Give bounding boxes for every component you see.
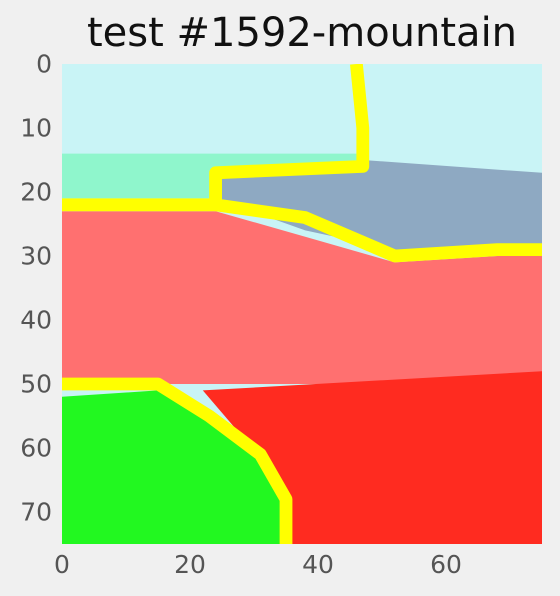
x-tick-label: 40 — [302, 550, 334, 579]
boundary-line — [62, 377, 293, 544]
y-tick-label: 30 — [20, 241, 52, 271]
heatmap-plot-area — [62, 64, 542, 544]
y-tick-label: 20 — [20, 177, 52, 207]
region-mid-slope — [62, 211, 542, 397]
x-tick-label: 0 — [54, 550, 70, 579]
y-tick-label: 50 — [20, 369, 52, 399]
y-tick-label: 10 — [20, 113, 52, 143]
region-vegetation — [62, 390, 286, 544]
x-tick-label: 60 — [430, 550, 462, 579]
x-tick-label: 20 — [174, 550, 206, 579]
heatmap-svg — [62, 64, 542, 544]
y-tick-label: 0 — [36, 49, 52, 79]
boundary-line — [62, 64, 370, 212]
y-tick-label: 40 — [20, 305, 52, 335]
boundary-line — [214, 198, 542, 263]
y-tick-label: 60 — [20, 433, 52, 463]
chart-title: test #1592-mountain — [86, 10, 518, 56]
region-sky — [62, 64, 542, 173]
y-tick-label: 70 — [20, 497, 52, 527]
region-mountain — [215, 160, 542, 250]
